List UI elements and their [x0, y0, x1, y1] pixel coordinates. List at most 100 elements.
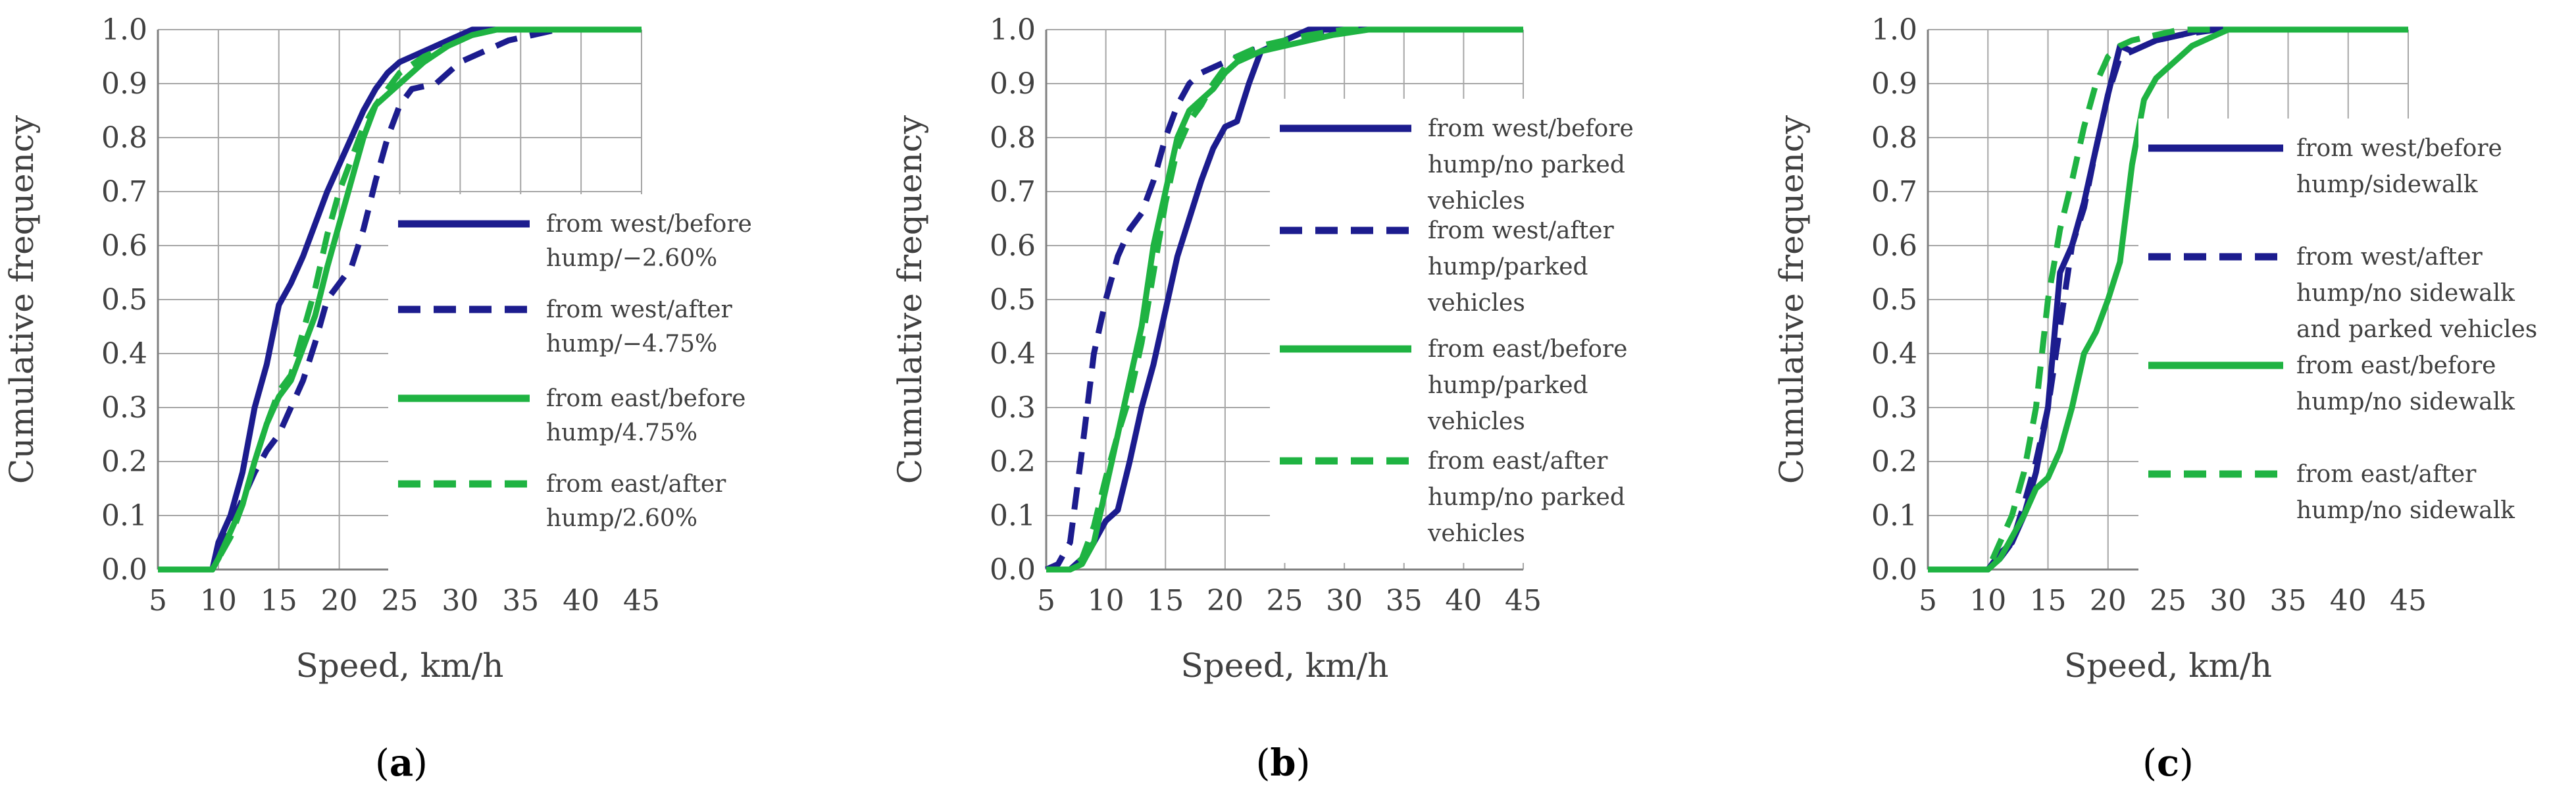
y-tick-label: 0.5: [101, 283, 147, 317]
x-tick-label: 35: [2270, 584, 2307, 618]
x-tick-label: 35: [1386, 584, 1423, 618]
y-axis-title: Cumulative frequency: [3, 115, 41, 484]
x-tick-label: 10: [1088, 584, 1124, 618]
y-tick-label: 0.1: [1871, 499, 1917, 533]
x-tick-label: 5: [1919, 584, 1937, 618]
y-tick-label: 0.0: [990, 553, 1036, 587]
x-tick-label: 15: [1147, 584, 1184, 618]
legend-label: and parked vehicles: [2296, 316, 2537, 343]
y-axis-title: Cumulative frequency: [1773, 115, 1811, 484]
panel-caption: (b): [1256, 741, 1311, 785]
legend-background: [388, 194, 776, 586]
y-tick-label: 0.2: [990, 445, 1036, 479]
y-tick-label: 0.5: [990, 283, 1036, 317]
series-line-4: [1928, 26, 2408, 573]
y-tick-label: 0.3: [990, 391, 1036, 425]
panel-caption: (c): [2142, 741, 2194, 785]
legend-label: from west/after: [546, 296, 733, 323]
x-tick-label: 40: [1445, 584, 1482, 618]
legend-label: from east/after: [1428, 448, 1608, 475]
y-tick-label: 0.9: [1871, 67, 1917, 101]
y-tick-label: 0.7: [990, 175, 1036, 209]
y-tick-label: 0.7: [101, 175, 147, 209]
y-tick-label: 0.0: [101, 553, 147, 587]
series-line-1: [158, 26, 642, 573]
legend-label: hump/no parked: [1428, 151, 1625, 178]
x-axis-title: Speed, km/h: [296, 647, 504, 685]
x-tick-label: 45: [623, 584, 660, 618]
x-tick-label: 20: [2090, 584, 2127, 618]
y-axis-title: Cumulative frequency: [891, 115, 929, 484]
legend-label: from east/before: [2296, 352, 2496, 379]
y-tick-label: 0.8: [1871, 121, 1917, 155]
y-tick-label: 0.4: [1871, 337, 1917, 371]
legend-label: from west/before: [1428, 115, 1634, 142]
y-tick-label: 0.3: [1871, 391, 1917, 425]
legend-label: hump/no sidewalk: [2296, 388, 2515, 415]
x-tick-label: 20: [1207, 584, 1244, 618]
x-tick-label: 45: [2390, 584, 2427, 618]
legend: from west/before hump/−2.60% from west/aft…: [388, 194, 776, 586]
legend-label: from east/after: [546, 471, 726, 498]
x-tick-label: 5: [149, 584, 167, 618]
y-tick-label: 1.0: [990, 13, 1036, 47]
y-tick-label: 0.3: [101, 391, 147, 425]
x-tick-label: 30: [1326, 584, 1363, 618]
y-tick-label: 0.8: [990, 121, 1036, 155]
y-tick-label: 0.6: [1871, 229, 1917, 263]
x-tick-label: 40: [563, 584, 599, 618]
y-tick-label: 0.1: [990, 499, 1036, 533]
x-tick-label: 30: [442, 584, 478, 618]
legend-background: [1270, 99, 1658, 563]
y-tick-label: 0.6: [101, 229, 147, 263]
legend-label: hump/2.60%: [546, 505, 697, 532]
chart-panel-b: 5 10 15 20 25 30 35 40 45 0.0 0.1 0.2 0.3 0.4 0.5 0.6 0.…: [891, 13, 1658, 785]
x-tick-label: 10: [200, 584, 237, 618]
x-tick-label: 30: [2210, 584, 2246, 618]
legend-label: from west/after: [2296, 244, 2483, 271]
x-tick-label: 25: [1267, 584, 1303, 618]
legend-label: vehicles: [1427, 520, 1525, 547]
y-tick-label: 0.1: [101, 499, 147, 533]
legend-label: hump/sidewalk: [2296, 171, 2479, 198]
y-tick-label: 0.0: [1871, 553, 1917, 587]
legend-label: vehicles: [1427, 290, 1525, 317]
legend-label: hump/4.75%: [546, 419, 697, 446]
x-tick-label: 10: [1969, 584, 2006, 618]
y-tick-label: 0.8: [101, 121, 147, 155]
y-tick-label: 0.4: [990, 337, 1036, 371]
y-tick-label: 1.0: [101, 13, 147, 47]
y-tick-label: 0.2: [101, 445, 147, 479]
y-tick-label: 1.0: [1871, 13, 1917, 47]
x-tick-label: 15: [261, 584, 297, 618]
legend-label: hump/parked: [1428, 372, 1588, 399]
legend-label: vehicles: [1427, 408, 1525, 435]
y-tick-label: 0.9: [990, 67, 1036, 101]
x-tick-label: 15: [2030, 584, 2067, 618]
legend-label: from east/before: [546, 385, 746, 412]
series-line-4: [158, 26, 642, 573]
x-tick-label: 25: [2150, 584, 2186, 618]
y-tick-label: 0.5: [1871, 283, 1917, 317]
x-tick-label: 5: [1037, 584, 1055, 618]
legend-label: hump/no sidewalk: [2296, 280, 2515, 307]
series-line-3: [1046, 26, 1523, 573]
legend-label: vehicles: [1427, 188, 1525, 215]
y-tick-label: 0.7: [1871, 175, 1917, 209]
legend-label: hump/no sidewalk: [2296, 497, 2515, 524]
legend-label: hump/−2.60%: [546, 245, 717, 272]
x-tick-label: 40: [2330, 584, 2367, 618]
x-axis-title: Speed, km/h: [1181, 647, 1389, 685]
legend-label: from west/after: [1428, 217, 1615, 244]
chart-panel-a: 5 10 15 20 25 30 35 40 45 0.0 0.1 0.2 0.3 0.4 0.5 0.6 0.…: [3, 13, 776, 785]
x-tick-label: 35: [502, 584, 539, 618]
legend-label: from west/before: [546, 211, 752, 238]
legend-label: hump/−4.75%: [546, 331, 717, 358]
x-tick-label: 25: [382, 584, 418, 618]
y-tick-label: 0.6: [990, 229, 1036, 263]
y-tick-label: 0.2: [1871, 445, 1917, 479]
legend-label: from west/before: [2296, 135, 2502, 162]
x-tick-label: 20: [321, 584, 358, 618]
